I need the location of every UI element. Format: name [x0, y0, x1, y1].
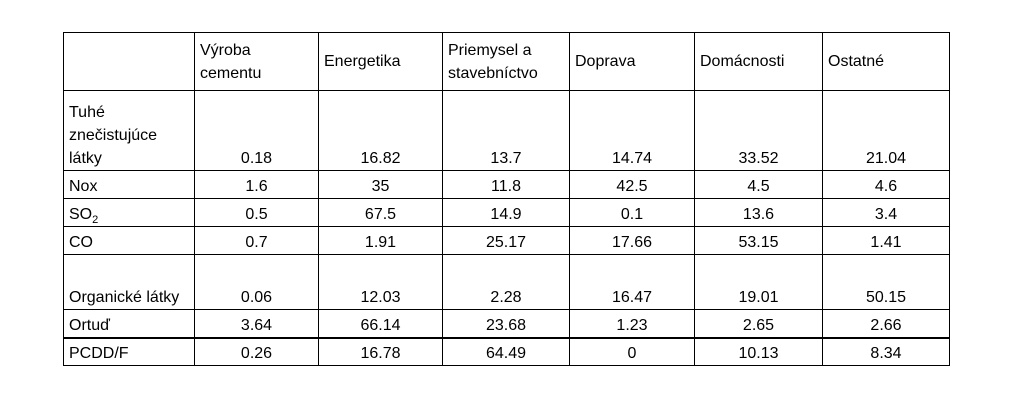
table-cell: 16.78 [318, 336, 443, 366]
table-cell: 12.03 [318, 254, 443, 310]
header-corner-cell [63, 32, 195, 91]
column-header-energy: Energetika [318, 32, 443, 91]
table-cell: 0.7 [194, 226, 319, 255]
row-label: Organické látky [63, 254, 195, 310]
table-cell: 3.64 [194, 309, 319, 338]
table-cell: 67.5 [318, 198, 443, 227]
table-row: Organické látky 0.06 12.03 2.28 16.47 19… [63, 254, 950, 310]
table-cell: 14.9 [442, 198, 570, 227]
table-cell: 2.66 [822, 309, 950, 338]
table-cell: 1.6 [194, 170, 319, 199]
row-label: CO [63, 226, 195, 255]
table-cell: 16.82 [318, 90, 443, 171]
table-row: CO 0.7 1.91 25.17 17.66 53.15 1.41 [63, 226, 950, 255]
row-label: SO2 [63, 198, 195, 227]
table-cell: 10.13 [694, 336, 823, 366]
column-header-industry: Priemysel a stavebníctvo [442, 32, 570, 91]
table-row: Tuhé znečistujúce látky 0.18 16.82 13.7 … [63, 90, 950, 171]
row-label: Tuhé znečistujúce látky [63, 90, 195, 171]
emissions-table: Výroba cementu Energetika Priemysel a st… [63, 32, 950, 366]
row-label-main: SO [69, 206, 93, 223]
table-cell: 66.14 [318, 309, 443, 338]
table-cell: 1.23 [569, 309, 695, 338]
column-header-households: Domácnosti [694, 32, 823, 91]
table-cell: 13.6 [694, 198, 823, 227]
table-cell: 2.28 [442, 254, 570, 310]
table-row: Ortuď 3.64 66.14 23.68 1.23 2.65 2.66 [63, 309, 950, 338]
table-row: PCDD/F 0.26 16.78 64.49 0 10.13 8.34 [63, 336, 950, 366]
row-label: Ortuď [63, 309, 195, 338]
table-cell: 0.06 [194, 254, 319, 310]
column-header-transport: Doprava [569, 32, 695, 91]
table-cell: 19.01 [694, 254, 823, 310]
table-cell: 33.52 [694, 90, 823, 171]
table-cell: 3.4 [822, 198, 950, 227]
table-cell: 21.04 [822, 90, 950, 171]
table-cell: 1.41 [822, 226, 950, 255]
table-cell: 8.34 [822, 336, 950, 366]
row-label: PCDD/F [63, 336, 195, 366]
table-cell: 17.66 [569, 226, 695, 255]
table-cell: 53.15 [694, 226, 823, 255]
row-label: Nox [63, 170, 195, 199]
table-cell: 35 [318, 170, 443, 199]
table-cell: 16.47 [569, 254, 695, 310]
table-row: SO2 0.5 67.5 14.9 0.1 13.6 3.4 [63, 198, 950, 227]
table-cell: 14.74 [569, 90, 695, 171]
table-cell: 42.5 [569, 170, 695, 199]
table-cell: 50.15 [822, 254, 950, 310]
row-label-subscript: 2 [92, 214, 99, 227]
table-cell: 25.17 [442, 226, 570, 255]
table-cell: 23.68 [442, 309, 570, 338]
column-header-other: Ostatné [822, 32, 950, 91]
table-cell: 13.7 [442, 90, 570, 171]
table-cell: 64.49 [442, 336, 570, 366]
table-row: Nox 1.6 35 11.8 42.5 4.5 4.6 [63, 170, 950, 199]
table-cell: 4.6 [822, 170, 950, 199]
table-cell: 0 [569, 336, 695, 366]
table-cell: 0.5 [194, 198, 319, 227]
table-cell: 0.18 [194, 90, 319, 171]
table-cell: 2.65 [694, 309, 823, 338]
table-cell: 11.8 [442, 170, 570, 199]
table-cell: 0.26 [194, 336, 319, 366]
table-header-row: Výroba cementu Energetika Priemysel a st… [63, 32, 950, 91]
table-cell: 4.5 [694, 170, 823, 199]
table-cell: 1.91 [318, 226, 443, 255]
column-header-cement: Výroba cementu [194, 32, 319, 91]
table-cell: 0.1 [569, 198, 695, 227]
